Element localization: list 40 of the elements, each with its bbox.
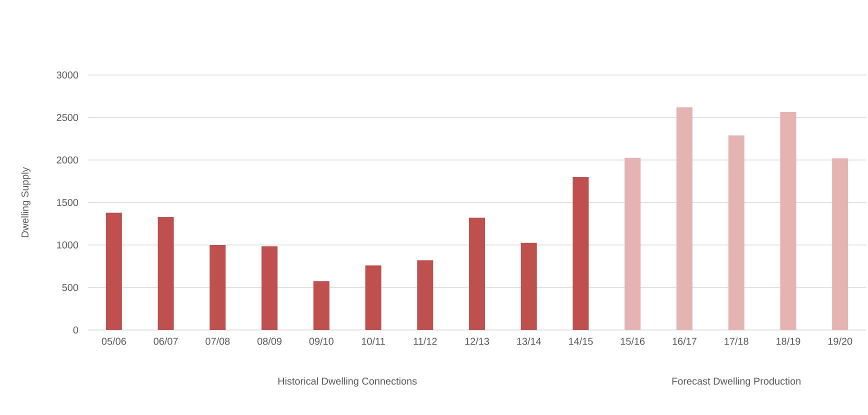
y-tick-label: 1000 <box>57 241 78 249</box>
x-tick-label: 15/16 <box>620 338 645 345</box>
text: Historical Dwelling Connections <box>278 377 417 387</box>
x-tick-label: 17/18 <box>724 338 748 345</box>
bar <box>624 158 641 330</box>
bar <box>469 218 486 330</box>
y-tick-label: 3000 <box>56 71 78 79</box>
bar <box>313 281 330 330</box>
x-tick-label: 07/08 <box>206 338 230 345</box>
bar <box>780 112 796 330</box>
x-tick-label: 09/10 <box>309 338 334 345</box>
x-tick-label: 12/13 <box>465 338 490 345</box>
x-tick-label: 06/07 <box>154 338 178 345</box>
bar <box>262 246 278 330</box>
bar <box>520 242 537 330</box>
bar <box>365 265 382 330</box>
y-tick-label: 500 <box>62 284 78 292</box>
x-tick-label: 10/11 <box>362 338 385 345</box>
bar <box>210 245 226 330</box>
text: Forecast Dwelling Production <box>672 377 800 387</box>
y-tick-label: 2500 <box>56 114 78 122</box>
x-tick-label: 11/12 <box>414 338 437 345</box>
y-tick-label: 0 <box>73 326 78 334</box>
y-tick-label: 2000 <box>56 156 78 164</box>
y-tick-label: 1500 <box>57 198 78 206</box>
bar <box>832 158 848 330</box>
x-tick-label: 08/09 <box>257 338 282 345</box>
x-tick-label: 13/14 <box>517 338 542 345</box>
bar <box>728 135 744 330</box>
x-tick-label: 19/20 <box>828 338 852 345</box>
y-axis-title: Dwelling Supply <box>21 167 30 238</box>
bar <box>158 216 174 330</box>
bar <box>106 212 122 330</box>
bar <box>572 177 589 330</box>
x-tick-label: 16/17 <box>672 338 696 345</box>
x-tick-label: 05/06 <box>102 338 126 345</box>
bar <box>676 107 692 330</box>
bar <box>417 260 434 330</box>
x-tick-label: 14/15 <box>569 338 593 345</box>
x-tick-label: 18/19 <box>776 338 800 345</box>
